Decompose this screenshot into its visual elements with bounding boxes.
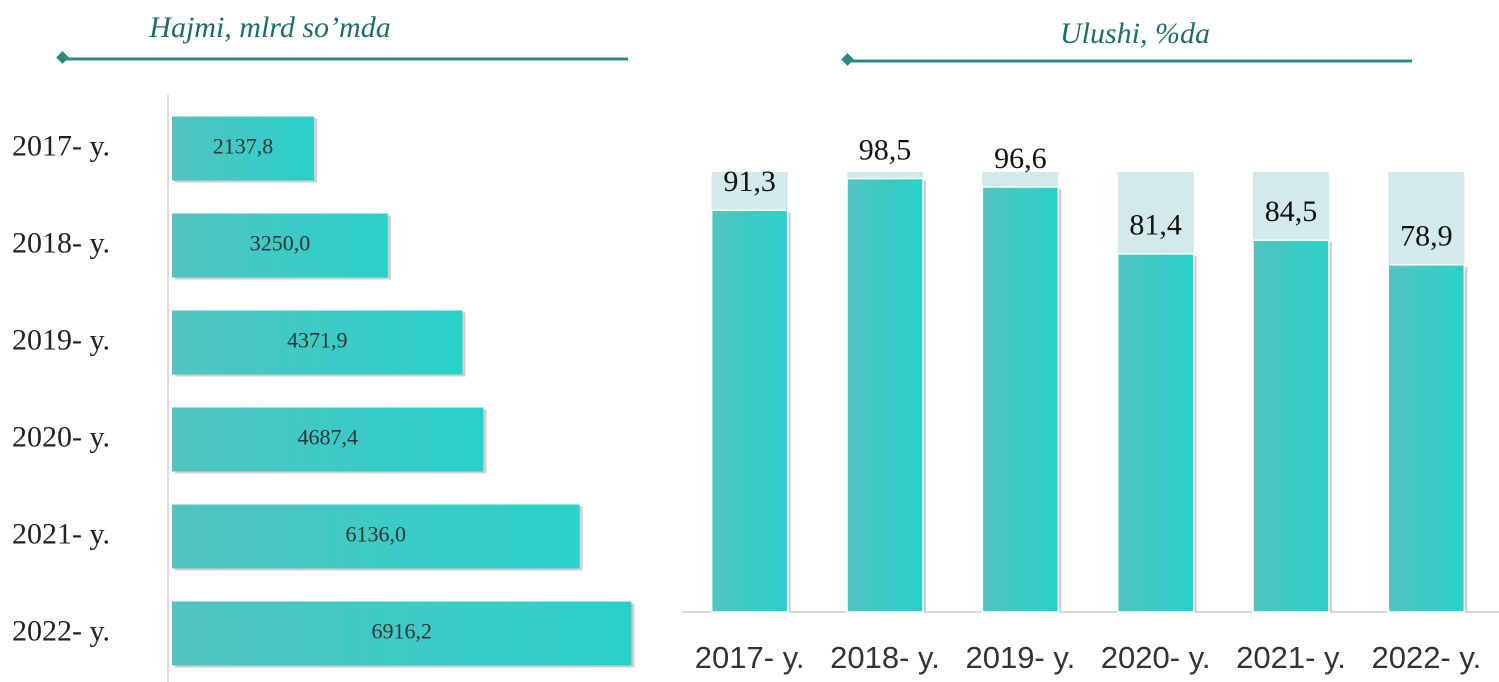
value-label: 4371,9 bbox=[287, 328, 348, 353]
chart-title: Ulushi, %da bbox=[1060, 17, 1210, 50]
bar bbox=[172, 504, 580, 569]
bar bbox=[1252, 239, 1330, 613]
category-label: 2018- y. bbox=[12, 226, 110, 259]
bar bbox=[172, 213, 388, 278]
value-label: 2137,8 bbox=[213, 134, 274, 159]
category-label: 2019- y. bbox=[12, 323, 110, 356]
value-label: 4687,4 bbox=[297, 425, 358, 450]
value-label: 81,4 bbox=[1129, 209, 1182, 242]
bar bbox=[172, 407, 484, 472]
bar bbox=[1116, 253, 1195, 613]
value-label: 78,9 bbox=[1400, 220, 1453, 253]
chart-title: Hajmi, mlrd so’mda bbox=[148, 11, 390, 44]
value-label: 98,5 bbox=[859, 133, 912, 166]
category-label: 2018- y. bbox=[830, 640, 940, 675]
bar bbox=[172, 310, 463, 375]
value-label: 6916,2 bbox=[371, 619, 432, 644]
category-label: 2017- y. bbox=[695, 640, 805, 675]
category-label: 2020- y. bbox=[12, 420, 110, 453]
category-label: 2019- y. bbox=[965, 640, 1075, 675]
category-label: 2022- y. bbox=[1371, 640, 1481, 675]
category-label: 2020- y. bbox=[1101, 640, 1211, 675]
value-label: 96,6 bbox=[994, 142, 1047, 175]
value-label: 3250,0 bbox=[250, 231, 311, 256]
value-label: 6136,0 bbox=[346, 522, 407, 547]
category-label: 2022- y. bbox=[12, 614, 110, 647]
bar bbox=[172, 601, 632, 666]
rule-diamond bbox=[841, 53, 854, 66]
rule-diamond bbox=[56, 51, 69, 64]
bar bbox=[846, 177, 924, 613]
bar bbox=[172, 116, 315, 181]
value-label: 91,3 bbox=[723, 165, 776, 198]
bar bbox=[710, 209, 789, 613]
bar bbox=[1387, 264, 1466, 613]
bar bbox=[981, 186, 1060, 613]
category-label: 2021- y. bbox=[12, 517, 110, 550]
category-label: 2017- y. bbox=[12, 129, 110, 162]
value-label: 84,5 bbox=[1265, 195, 1318, 228]
category-label: 2021- y. bbox=[1236, 640, 1346, 675]
